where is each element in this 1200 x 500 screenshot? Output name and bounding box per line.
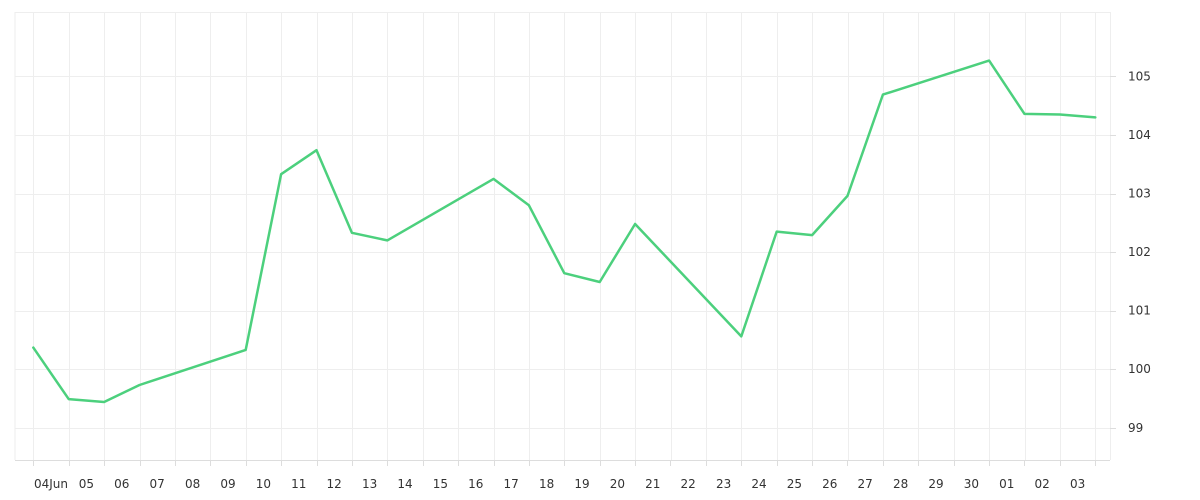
- tick-labels: 04Jun 05 06 07 08 09 10 11 12 13 14 15 16 17 18 19 20 21 2…: [34, 69, 1151, 491]
- x-tick-label: 29: [928, 477, 943, 491]
- axes: [15, 76, 1116, 466]
- x-tick-label: 30: [964, 477, 979, 491]
- x-tick-label: 14: [397, 477, 412, 491]
- x-tick-label: 05: [79, 477, 94, 491]
- y-tick-label: 102: [1128, 245, 1151, 259]
- x-tick-label: 20: [610, 477, 625, 491]
- x-tick-label: 18: [539, 477, 554, 491]
- x-tick-label: 08: [185, 477, 200, 491]
- x-tick-label: 23: [716, 477, 731, 491]
- x-tick-label: 11: [291, 477, 306, 491]
- x-tick-label: 24: [751, 477, 766, 491]
- y-tick-label: 99: [1128, 421, 1143, 435]
- series-layer: [32, 59, 1097, 404]
- x-tick-label: 21: [645, 477, 660, 491]
- y-tick-label: 104: [1128, 128, 1151, 142]
- series-line: [32, 59, 1097, 404]
- x-tick-label: 02: [1035, 477, 1050, 491]
- x-tick-label: 25: [787, 477, 802, 491]
- x-tick-label: 07: [150, 477, 165, 491]
- x-tick-label: 04Jun: [34, 477, 68, 491]
- x-tick-label: 17: [504, 477, 519, 491]
- x-tick-label: 13: [362, 477, 377, 491]
- x-tick-label: 10: [256, 477, 271, 491]
- y-tick-label: 100: [1128, 362, 1151, 376]
- grid: [14, 12, 1111, 460]
- x-tick-label: 12: [327, 477, 342, 491]
- x-tick-label: 06: [114, 477, 129, 491]
- x-tick-label: 22: [681, 477, 696, 491]
- x-tick-label: 19: [574, 477, 589, 491]
- y-tick-label: 101: [1128, 304, 1151, 318]
- y-tick-label: 103: [1128, 187, 1151, 201]
- y-tick-label: 105: [1128, 69, 1151, 83]
- x-tick-label: 28: [893, 477, 908, 491]
- x-tick-label: 16: [468, 477, 483, 491]
- x-tick-label: 26: [822, 477, 837, 491]
- x-tick-label: 27: [858, 477, 873, 491]
- x-tick-label: 03: [1070, 477, 1085, 491]
- x-tick-label: 09: [220, 477, 235, 491]
- x-tick-label: 15: [433, 477, 448, 491]
- x-tick-label: 01: [999, 477, 1014, 491]
